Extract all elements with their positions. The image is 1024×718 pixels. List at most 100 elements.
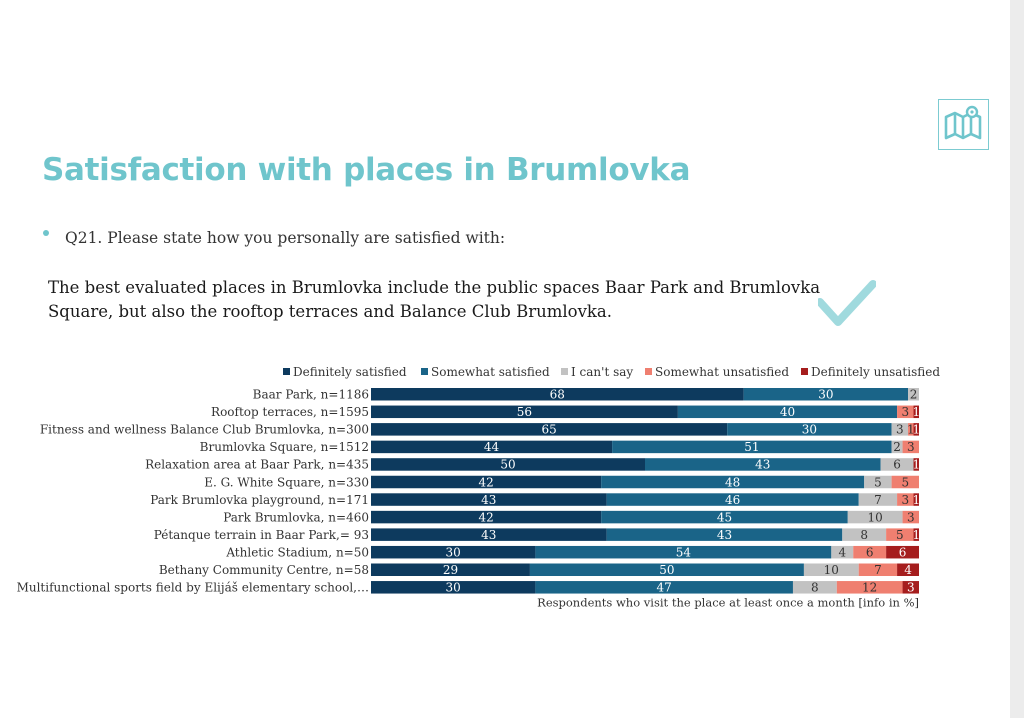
bullet-icon [43, 230, 49, 236]
bar-value-label: 42 [478, 510, 493, 524]
bar-value-label: 30 [802, 423, 817, 437]
bar-value-label: 45 [717, 510, 732, 524]
map-icon [944, 105, 982, 140]
bar-segment [891, 423, 909, 436]
legend-label: Definitely satisfied [293, 365, 407, 379]
bar-value-label: 50 [659, 563, 674, 577]
bar-value-label: 8 [811, 581, 819, 595]
checkmark-icon [818, 280, 876, 326]
legend-label: Somewhat satisfied [431, 365, 550, 379]
bar-value-label: 43 [481, 493, 496, 507]
bar-value-label: 1 [912, 458, 920, 472]
bar-segment [371, 510, 602, 524]
bar-segment [913, 458, 919, 471]
category-label: Relaxation area at Baar Park, n=435 [145, 458, 369, 472]
scroll-edge [1010, 0, 1024, 718]
bar-segment [606, 528, 843, 541]
bar-segment [371, 440, 613, 454]
bar-value-label: 7 [874, 493, 882, 507]
bar-value-label: 42 [478, 475, 493, 489]
page-title: Satisfaction with places in Brumlovka [42, 152, 691, 188]
bar-segment [864, 475, 892, 489]
bar-segment [371, 405, 678, 419]
bar-segment [535, 545, 832, 559]
bar-segment [897, 405, 914, 419]
category-label: Baar Park, n=1186 [253, 388, 369, 402]
bar-segment [371, 545, 536, 559]
bar-value-label: 30 [446, 581, 461, 595]
bar-segment [842, 528, 887, 541]
bar-value-label: 3 [901, 405, 909, 419]
bar-value-label: 12 [862, 581, 877, 595]
bar-value-label: 3 [907, 440, 915, 454]
legend-swatch [421, 368, 428, 375]
bar-segment [897, 493, 914, 506]
category-label: Bethany Community Centre, n=58 [159, 563, 369, 577]
legend-swatch [801, 368, 808, 375]
bar-value-label: 1 [912, 493, 920, 507]
bar-value-label: 43 [717, 528, 732, 542]
bar-value-label: 44 [484, 440, 500, 454]
bar-value-label: 56 [517, 405, 532, 419]
bar-value-label: 51 [744, 440, 759, 454]
bar-value-label: 5 [874, 475, 882, 489]
bar-value-label: 6 [899, 545, 907, 559]
category-label: E. G. White Square, n=330 [204, 475, 369, 489]
bar-segment [371, 475, 602, 489]
legend-swatch [645, 368, 652, 375]
legend-swatch [283, 368, 290, 375]
bar-value-label: 40 [780, 405, 795, 419]
category-label: Brumlovka Square, n=1512 [200, 440, 369, 454]
bar-value-label: 47 [657, 581, 672, 595]
bar-value-label: 1 [912, 528, 920, 542]
bar-segment [908, 388, 919, 401]
bar-value-label: 10 [868, 510, 883, 524]
bar-value-label: 5 [901, 475, 909, 489]
bar-value-label: 5 [896, 528, 904, 542]
bar-segment [886, 545, 919, 559]
bar-value-label: 29 [443, 563, 458, 577]
bar-segment [913, 493, 919, 506]
bar-segment [853, 545, 887, 559]
bar-value-label: 2 [910, 388, 918, 402]
bar-segment [886, 528, 914, 541]
bar-segment [858, 563, 898, 576]
bar-segment [371, 458, 645, 471]
bar-segment [891, 475, 919, 489]
legend-label: Somewhat unsatisfied [655, 365, 789, 379]
bar-segment [902, 440, 919, 454]
category-label: Rooftop terraces, n=1595 [211, 405, 369, 419]
bar-value-label: 7 [874, 563, 882, 577]
bar-value-label: 4 [904, 563, 912, 577]
bar-segment [606, 493, 859, 506]
bar-value-label: 3 [907, 510, 915, 524]
bar-segment [612, 440, 892, 454]
bar-segment [727, 423, 892, 436]
bar-value-label: 46 [725, 493, 740, 507]
bar-segment [913, 528, 919, 541]
bar-segment [529, 563, 804, 576]
bar-segment [902, 510, 919, 524]
bar-value-label: 1 [912, 405, 920, 419]
bar-segment [371, 581, 536, 594]
legend-swatch [561, 368, 568, 375]
bar-segment [880, 458, 914, 471]
bar-segment [913, 405, 919, 419]
bar-segment [371, 528, 607, 541]
bar-value-label: 4 [838, 545, 846, 559]
bar-value-label: 54 [676, 545, 692, 559]
category-label: Pétanque terrain in Baar Park,= 93 [154, 528, 369, 542]
bar-segment [847, 510, 903, 524]
bar-segment [792, 581, 837, 594]
bar-segment [902, 581, 919, 594]
bar-value-label: 65 [541, 423, 556, 437]
bar-value-label: 48 [725, 475, 740, 489]
bar-value-label: 30 [818, 388, 833, 402]
chart-note: Respondents who visit the place at least… [537, 596, 919, 610]
bar-segment [601, 475, 865, 489]
bar-value-label: 3 [907, 581, 915, 595]
bar-value-label: 1 [907, 423, 915, 437]
bar-value-label: 8 [860, 528, 868, 542]
bar-segment [803, 563, 859, 576]
bar-segment [891, 440, 903, 454]
